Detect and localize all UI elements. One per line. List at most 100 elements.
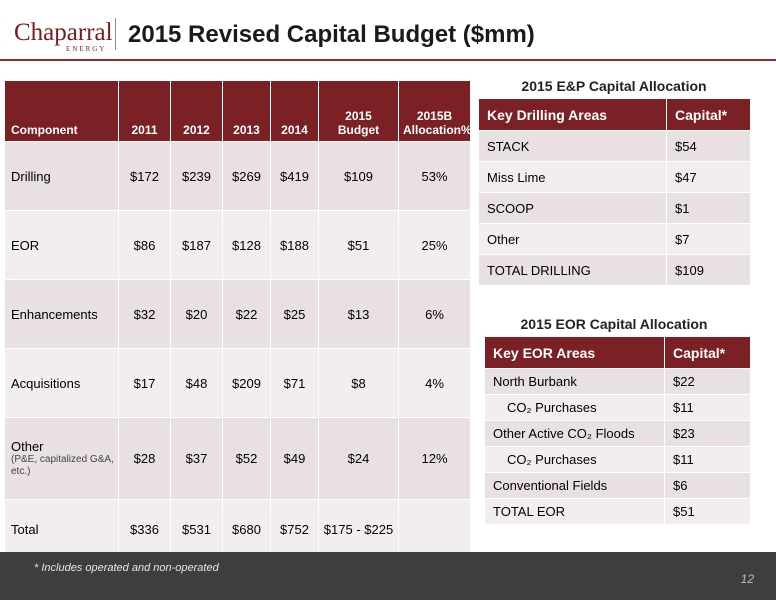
capital-cell: $11 xyxy=(664,446,751,473)
table-row: Drilling $172 $239 $269 $419 $109 53% xyxy=(4,141,471,211)
table-cell: $17 xyxy=(118,348,171,418)
table-cell: 53% xyxy=(398,141,471,211)
table-cell: $32 xyxy=(118,279,171,349)
column-header: Key EOR Areas xyxy=(484,336,665,369)
column-header: 2011 xyxy=(118,80,171,142)
capital-cell: $51 xyxy=(664,498,751,525)
chaparral-energy-logo: Chaparral ENERGY xyxy=(10,18,113,54)
capital-cell: $22 xyxy=(664,368,751,395)
header-divider xyxy=(115,18,116,50)
table-cell: $49 xyxy=(270,417,319,500)
table-cell: $48 xyxy=(170,348,223,418)
table-cell: $86 xyxy=(118,210,171,280)
table-row: North Burbank $22 xyxy=(484,368,751,395)
table-cell: $187 xyxy=(170,210,223,280)
area-cell: SCOOP xyxy=(478,192,667,224)
table-cell: $419 xyxy=(270,141,319,211)
area-cell: Conventional Fields xyxy=(484,472,665,499)
table-header-row: Key EOR Areas Capital* xyxy=(484,336,751,369)
area-cell: Miss Lime xyxy=(478,161,667,193)
table-cell: $8 xyxy=(318,348,399,418)
table-cell: $25 xyxy=(270,279,319,349)
table-row: Enhancements $32 $20 $22 $25 $13 6% xyxy=(4,279,471,349)
ep-allocation-title: 2015 E&P Capital Allocation xyxy=(521,78,707,94)
area-cell: North Burbank xyxy=(484,368,665,395)
column-header: Capital* xyxy=(666,98,751,131)
table-cell: $20 xyxy=(170,279,223,349)
table-cell: $531 xyxy=(170,499,223,560)
table-row: Other $7 xyxy=(478,223,751,255)
table-cell: $24 xyxy=(318,417,399,500)
table-cell: $175 - $225 xyxy=(318,499,399,560)
table-row: Miss Lime $47 xyxy=(478,161,751,193)
table-row: STACK $54 xyxy=(478,130,751,162)
table-cell: $209 xyxy=(222,348,271,418)
table-row: SCOOP $1 xyxy=(478,192,751,224)
column-header: 2012 xyxy=(170,80,223,142)
area-cell: TOTAL EOR xyxy=(484,498,665,525)
table-cell: $71 xyxy=(270,348,319,418)
column-header: 2015B Allocation% xyxy=(398,80,472,142)
logo-wordmark: Chaparral xyxy=(14,19,113,46)
table-cell: $128 xyxy=(222,210,271,280)
table-cell: $13 xyxy=(318,279,399,349)
capital-cell: $23 xyxy=(664,420,751,447)
table-row: Total $336 $531 $680 $752 $175 - $225 xyxy=(4,499,471,560)
table-cell: $109 xyxy=(318,141,399,211)
page-number: 12 xyxy=(740,572,754,586)
table-cell: $37 xyxy=(170,417,223,500)
table-cell: $239 xyxy=(170,141,223,211)
capital-cell: $47 xyxy=(666,161,751,193)
row-label: Total xyxy=(4,499,119,560)
table-cell: 25% xyxy=(398,210,471,280)
table-cell xyxy=(398,499,471,560)
footer-bar: * Includes operated and non-operated 12 xyxy=(0,552,776,600)
table-cell: $188 xyxy=(270,210,319,280)
table-cell: $680 xyxy=(222,499,271,560)
table-cell: $336 xyxy=(118,499,171,560)
table-cell: $52 xyxy=(222,417,271,500)
table-row: TOTAL EOR $51 xyxy=(484,498,751,525)
title-rule xyxy=(0,59,776,61)
capital-cell: $11 xyxy=(664,394,751,421)
row-label-note: (P&E, capitalized G&A, etc.) xyxy=(11,454,114,477)
eor-allocation-title: 2015 EOR Capital Allocation xyxy=(520,316,708,332)
area-cell: Other xyxy=(478,223,667,255)
area-cell: CO₂ Purchases xyxy=(484,394,665,421)
eor-allocation-table: Key EOR Areas Capital* North Burbank $22… xyxy=(484,336,751,525)
table-cell: $269 xyxy=(222,141,271,211)
row-label: EOR xyxy=(4,210,119,280)
table-cell: $172 xyxy=(118,141,171,211)
capital-cell: $54 xyxy=(666,130,751,162)
table-header-row: Component 2011 2012 2013 2014 2015 Budge… xyxy=(4,80,472,142)
row-label: Drilling xyxy=(4,141,119,211)
table-cell: $752 xyxy=(270,499,319,560)
row-label: Other (P&E, capitalized G&A, etc.) xyxy=(4,417,119,500)
table-cell: $51 xyxy=(318,210,399,280)
column-header: Key Drilling Areas xyxy=(478,98,667,131)
table-cell: $28 xyxy=(118,417,171,500)
area-cell: STACK xyxy=(478,130,667,162)
row-label-text: Other xyxy=(11,439,44,454)
table-row: EOR $86 $187 $128 $188 $51 25% xyxy=(4,210,471,280)
column-header: Capital* xyxy=(664,336,751,369)
table-row: TOTAL DRILLING $109 xyxy=(478,254,751,286)
table-cell: 12% xyxy=(398,417,471,500)
table-row: Other (P&E, capitalized G&A, etc.) $28 $… xyxy=(4,417,471,500)
capital-cell: $6 xyxy=(664,472,751,499)
column-header: 2013 xyxy=(222,80,271,142)
ep-allocation-table: Key Drilling Areas Capital* STACK $54 Mi… xyxy=(478,98,751,286)
table-cell: 4% xyxy=(398,348,471,418)
capital-cell: $1 xyxy=(666,192,751,224)
row-label: Enhancements xyxy=(4,279,119,349)
table-row: Conventional Fields $6 xyxy=(484,472,751,499)
table-row: CO₂ Purchases $11 xyxy=(484,394,751,421)
page-title: 2015 Revised Capital Budget ($mm) xyxy=(128,21,535,48)
row-label: Acquisitions xyxy=(4,348,119,418)
table-header-row: Key Drilling Areas Capital* xyxy=(478,98,751,131)
table-row: Acquisitions $17 $48 $209 $71 $8 4% xyxy=(4,348,471,418)
column-header: 2014 xyxy=(270,80,319,142)
area-cell: Other Active CO₂ Floods xyxy=(484,420,665,447)
column-header: Component xyxy=(4,80,119,142)
footnote: * Includes operated and non-operated xyxy=(34,562,219,574)
